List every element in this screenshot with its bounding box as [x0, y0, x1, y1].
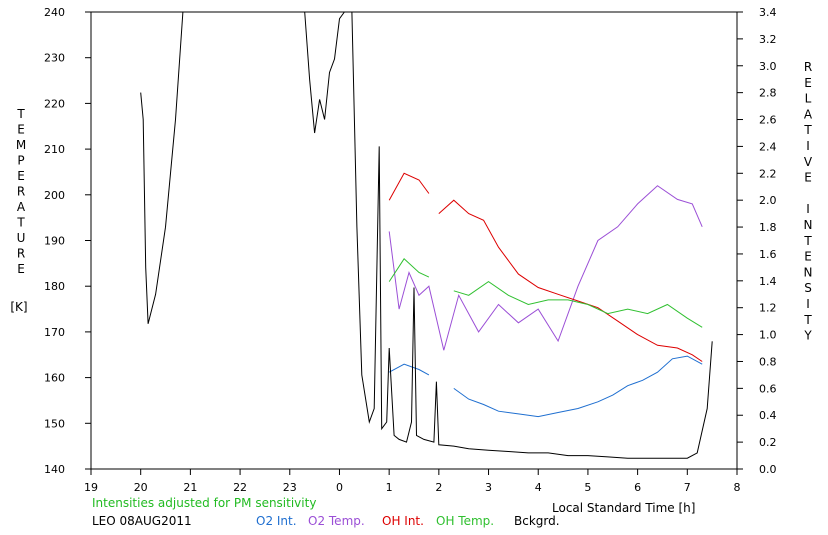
legend-oh-int: OH Int. [382, 514, 424, 528]
series-line-o2_temp [388, 185, 703, 351]
left-tick-label: 150 [44, 417, 65, 430]
left-tick-label: 180 [44, 280, 65, 293]
right-axis-letter: R [804, 60, 812, 74]
left-axis-letter: A [17, 200, 26, 214]
x-tick-label: 20 [134, 481, 148, 494]
station-date: LEO 08AUG2011 [92, 514, 192, 528]
left-tick-label: 170 [44, 326, 65, 339]
right-axis-letter: N [804, 265, 813, 279]
right-tick-label: 0.2 [759, 436, 777, 449]
right-axis-letter: T [803, 234, 812, 248]
left-axis-letter: U [17, 231, 26, 245]
right-tick-label: 0.8 [759, 355, 777, 368]
left-axis-unit: [K] [10, 300, 27, 314]
right-tick-label: 2.4 [759, 140, 777, 153]
right-axis-letter: S [804, 281, 812, 295]
legend-bckgrd: Bckgrd. [514, 514, 560, 528]
x-tick-label: 21 [183, 481, 197, 494]
series-line-oh_temp [453, 280, 703, 328]
series-line-o2_int [388, 363, 430, 376]
right-tick-label: 0.6 [759, 382, 777, 395]
left-axis-letter: E [17, 123, 25, 137]
right-axis-letter: L [805, 92, 812, 106]
right-tick-label: 3.0 [759, 60, 777, 73]
x-tick-label: 22 [233, 481, 247, 494]
right-axis-letter: T [803, 313, 812, 327]
right-axis-letter: A [804, 107, 813, 121]
left-axis-letter: P [17, 154, 24, 168]
right-tick-label: 2.2 [759, 167, 777, 180]
left-tick-label: 140 [44, 463, 65, 476]
right-axis-letter: E [804, 171, 812, 185]
x-tick-label: 23 [283, 481, 297, 494]
legend-o2-int: O2 Int. [256, 514, 297, 528]
x-tick-label: 7 [684, 481, 691, 494]
right-axis-letter: I [806, 202, 810, 216]
left-tick-label: 160 [44, 372, 65, 385]
left-tick-label: 230 [44, 52, 65, 65]
x-tick-label: 4 [535, 481, 542, 494]
right-tick-label: 1.8 [759, 221, 777, 234]
axes: 1401501601701801902002102202302400.00.20… [44, 6, 777, 494]
legend-oh-temp: OH Temp. [436, 514, 495, 528]
note-text: Intensities adjusted for PM sensitivity [92, 496, 317, 510]
right-tick-label: 0.4 [759, 409, 777, 422]
right-tick-label: 1.4 [759, 275, 777, 288]
right-tick-label: 1.0 [759, 329, 777, 342]
right-tick-label: 2.0 [759, 194, 777, 207]
series-line-bckgrd [140, 11, 184, 324]
x-tick-label: 6 [634, 481, 641, 494]
series-line-o2_int [453, 355, 703, 418]
right-axis-letter: N [804, 218, 813, 232]
legend-o2-temp: O2 Temp. [308, 514, 365, 528]
series-line-oh_int [438, 199, 703, 362]
series-line-oh_int [388, 172, 430, 201]
series-line-bckgrd [351, 11, 713, 459]
left-axis-letter: E [17, 262, 25, 276]
left-axis-letter: R [17, 247, 25, 261]
series-line-bckgrd [304, 11, 345, 134]
x-tick-label: 5 [584, 481, 591, 494]
right-tick-label: 2.8 [759, 87, 777, 100]
x-tick-label: 0 [336, 481, 343, 494]
left-axis-letter: E [17, 169, 25, 183]
right-axis-letter: E [804, 76, 812, 90]
right-axis-letter: I [806, 139, 810, 153]
x-tick-label: 8 [734, 481, 741, 494]
right-tick-label: 3.2 [759, 33, 777, 46]
left-tick-label: 200 [44, 189, 65, 202]
left-tick-label: 240 [44, 6, 65, 19]
right-tick-label: 1.2 [759, 302, 777, 315]
x-axis-label: Local Standard Time [h] [552, 501, 696, 515]
right-tick-label: 0.0 [759, 463, 777, 476]
x-tick-label: 3 [485, 481, 492, 494]
right-tick-label: 1.6 [759, 248, 777, 261]
left-tick-label: 190 [44, 235, 65, 248]
series-line-oh_temp [388, 258, 430, 282]
left-axis-letter: M [16, 138, 26, 152]
series-group [140, 11, 713, 459]
x-tick-label: 2 [435, 481, 442, 494]
right-axis-letter: V [804, 155, 813, 169]
x-tick-label: 1 [386, 481, 393, 494]
right-axis-letter: T [803, 123, 812, 137]
left-axis-letter: T [16, 216, 25, 230]
left-tick-label: 220 [44, 97, 65, 110]
right-tick-label: 2.6 [759, 114, 777, 127]
right-axis-letter: I [806, 297, 810, 311]
left-tick-label: 210 [44, 143, 65, 156]
right-tick-label: 3.4 [759, 6, 777, 19]
right-axis-letter: Y [803, 329, 812, 343]
right-axis-letter: E [804, 250, 812, 264]
x-tick-label: 19 [84, 481, 98, 494]
left-axis-letter: R [17, 185, 25, 199]
left-axis-letter: T [16, 107, 25, 121]
